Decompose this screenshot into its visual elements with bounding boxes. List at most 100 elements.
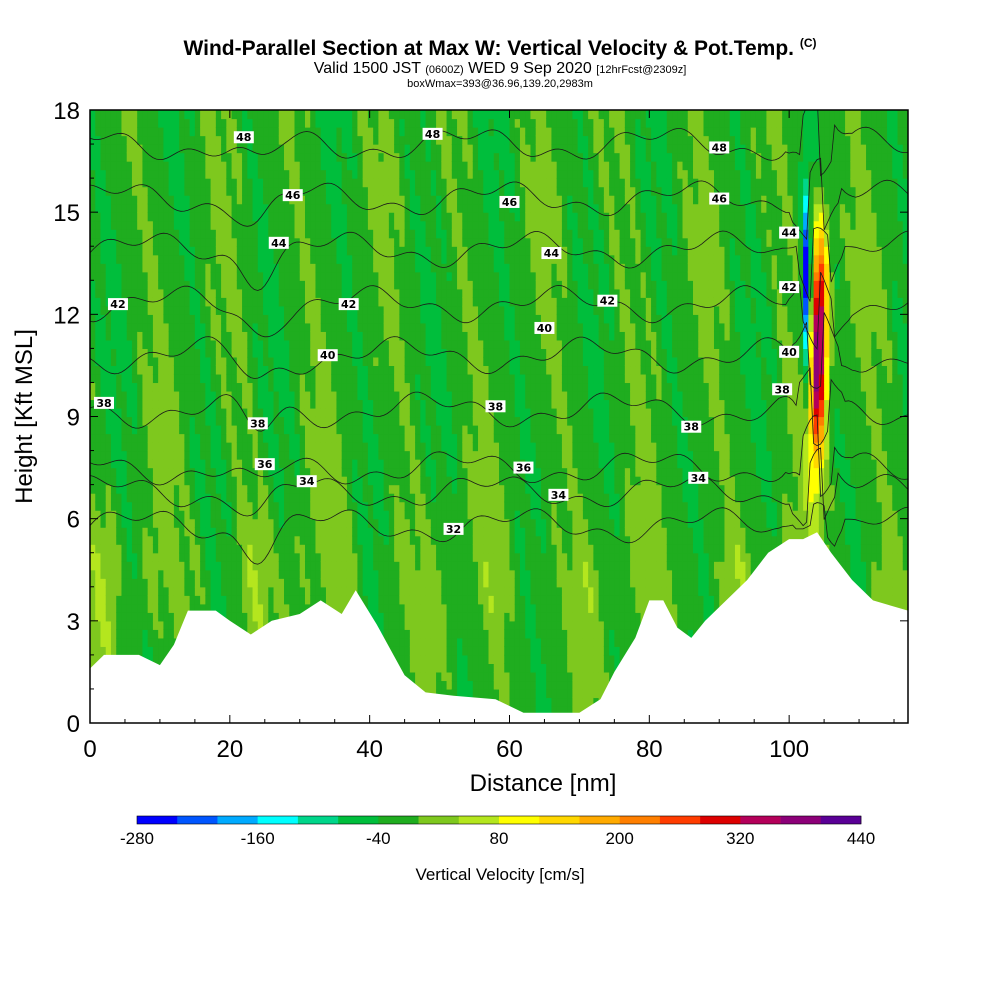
velocity-cell xyxy=(409,297,416,307)
velocity-cell xyxy=(325,595,332,605)
velocity-cell xyxy=(273,501,280,511)
velocity-cell xyxy=(325,416,332,426)
velocity-cell xyxy=(315,399,322,409)
velocity-cell xyxy=(383,407,390,418)
velocity-cell xyxy=(242,399,248,409)
velocity-cell xyxy=(147,620,154,630)
velocity-cell xyxy=(236,271,243,281)
velocity-cell xyxy=(352,339,359,349)
velocity-cell xyxy=(147,178,154,188)
velocity-cell xyxy=(116,288,123,298)
velocity-cell xyxy=(357,322,364,332)
velocity-cell xyxy=(404,212,411,222)
velocity-cell xyxy=(126,493,133,503)
velocity-cell xyxy=(236,544,243,554)
velocity-cell xyxy=(325,339,332,349)
velocity-cell xyxy=(336,254,343,264)
velocity-cell xyxy=(441,305,448,315)
velocity-cell xyxy=(173,390,180,401)
velocity-cell xyxy=(210,527,217,537)
velocity-cell xyxy=(352,322,359,332)
velocity-cell xyxy=(341,356,348,367)
velocity-cell xyxy=(289,152,296,162)
velocity-cell xyxy=(158,637,165,647)
velocity-cell xyxy=(184,118,191,128)
velocity-cell xyxy=(200,390,206,401)
velocity-cell xyxy=(158,254,165,264)
velocity-cell xyxy=(325,459,332,469)
velocity-cell xyxy=(315,467,322,477)
velocity-cell xyxy=(315,280,322,290)
velocity-cell xyxy=(121,152,128,162)
velocity-cell xyxy=(399,493,406,503)
velocity-cell xyxy=(158,646,165,656)
velocity-cell xyxy=(436,459,442,469)
velocity-cell xyxy=(200,220,206,230)
velocity-cell xyxy=(320,373,327,384)
velocity-cell xyxy=(409,280,416,290)
velocity-cell xyxy=(430,356,437,367)
velocity-cell xyxy=(304,314,311,324)
velocity-cell xyxy=(284,314,290,324)
velocity-cell xyxy=(409,552,416,562)
velocity-cell xyxy=(152,586,159,596)
velocity-cell xyxy=(394,501,400,511)
velocity-cell xyxy=(126,195,133,205)
velocity-cell xyxy=(131,365,138,375)
velocity-cell xyxy=(357,169,364,179)
velocity-cell xyxy=(430,229,437,239)
velocity-cell xyxy=(420,365,427,375)
velocity-cell xyxy=(430,212,437,222)
velocity-cell xyxy=(331,433,338,443)
velocity-cell xyxy=(247,271,254,281)
velocity-cell xyxy=(90,544,96,554)
velocity-cell xyxy=(436,118,442,128)
velocity-cell xyxy=(95,578,102,588)
velocity-cell xyxy=(189,118,196,128)
velocity-cell xyxy=(242,280,248,290)
velocity-cell xyxy=(425,510,432,520)
velocity-cell xyxy=(116,425,123,435)
velocity-cell xyxy=(105,416,112,426)
velocity-cell xyxy=(273,212,280,222)
velocity-cell xyxy=(304,373,311,384)
velocity-cell xyxy=(394,535,400,545)
velocity-cell xyxy=(231,527,238,537)
velocity-cell xyxy=(409,254,416,264)
velocity-cell xyxy=(252,620,259,630)
velocity-cell xyxy=(90,178,96,188)
velocity-cell xyxy=(331,322,338,332)
velocity-cell xyxy=(294,484,301,494)
velocity-cell xyxy=(430,467,437,477)
velocity-cell xyxy=(95,646,102,656)
velocity-cell xyxy=(236,365,243,375)
velocity-cell xyxy=(341,603,348,613)
velocity-cell xyxy=(247,110,254,120)
velocity-cell xyxy=(194,195,201,205)
velocity-cell xyxy=(336,331,343,341)
velocity-cell xyxy=(325,382,332,392)
velocity-cell xyxy=(278,297,285,307)
velocity-cell xyxy=(425,135,432,145)
velocity-cell xyxy=(242,425,248,435)
velocity-cell xyxy=(383,578,390,588)
velocity-cell xyxy=(100,433,107,443)
velocity-cell xyxy=(378,612,385,622)
velocity-cell xyxy=(273,356,280,367)
velocity-cell xyxy=(331,305,338,315)
velocity-cell xyxy=(352,450,359,460)
velocity-cell xyxy=(131,135,138,145)
velocity-cell xyxy=(110,203,117,213)
velocity-cell xyxy=(420,305,427,315)
velocity-cell xyxy=(383,144,390,154)
velocity-cell xyxy=(441,246,448,256)
velocity-cell xyxy=(420,467,427,477)
velocity-cell xyxy=(173,229,180,239)
velocity-cell xyxy=(131,637,138,647)
velocity-cell xyxy=(409,586,416,596)
velocity-cell xyxy=(231,476,238,486)
velocity-cell xyxy=(383,527,390,537)
velocity-cell xyxy=(373,382,379,392)
velocity-cell xyxy=(152,254,159,264)
velocity-cell xyxy=(263,339,269,349)
